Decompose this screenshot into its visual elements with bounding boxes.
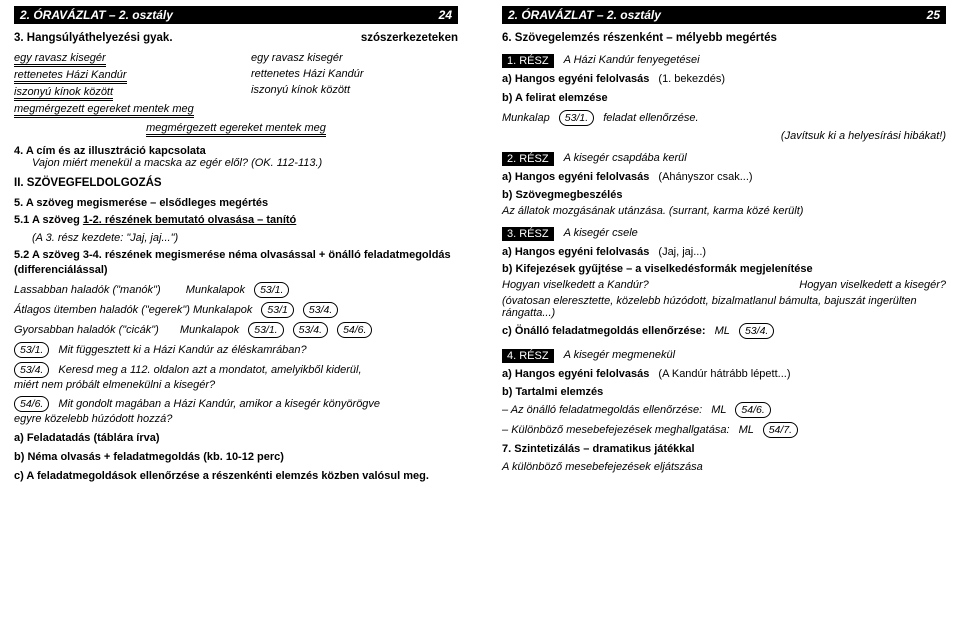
resz1-label: 1. RÉSZ bbox=[502, 54, 554, 68]
resz3-label: 3. RÉSZ bbox=[502, 227, 554, 241]
left-h1-row: 3. Hangsúlyáthelyezési gyak. szószerkeze… bbox=[14, 32, 458, 44]
col1-line1: egy ravasz kisegér bbox=[14, 52, 221, 67]
r3-b: b) Kifejezések gyűjtése – a viselkedésfo… bbox=[502, 263, 946, 275]
left-h1: 3. Hangsúlyáthelyezési gyak. bbox=[14, 32, 173, 44]
p7a: 7. Szintetizálás – dramatikus játékkal bbox=[502, 442, 946, 457]
resz4-title: A kisegér megmenekül bbox=[564, 349, 675, 361]
r1-munkalap2: (Javítsuk ki a helyesírási hibákat!) bbox=[502, 130, 946, 142]
p51: 5.1 A szöveg 1-2. részének bemutató olva… bbox=[14, 213, 458, 228]
meg5: 5. A szöveg megismerése – elsődleges meg… bbox=[14, 197, 458, 209]
right-header: 2. ÓRAVÁZLAT – 2. osztály 25 bbox=[502, 6, 946, 24]
cim-title: 4. A cím és az illusztráció kapcsolata bbox=[14, 145, 458, 157]
diff-row-2: Átlagos ütemben haladók ("egerek") Munka… bbox=[14, 302, 458, 318]
resz2: 2. RÉSZ A kisegér csapdába kerül bbox=[502, 152, 946, 166]
r1-b: b) A felirat elemzése bbox=[502, 91, 946, 106]
r4-b2: – Különböző mesebefejezések meghallgatás… bbox=[502, 422, 946, 438]
r3-qs: Hogyan viselkedett a Kandúr? Hogyan vise… bbox=[502, 279, 946, 291]
col2-line3: iszonyú kínok között bbox=[251, 84, 458, 98]
p52: 5.2 A szöveg 3-4. részének megismerése n… bbox=[14, 248, 458, 278]
r3-a: a) Hangos egyéni felolvasás (Jaj, jaj...… bbox=[502, 245, 946, 260]
p7b: A különböző mesebefejezések eljátszása bbox=[502, 461, 946, 473]
r2-b: b) Szövegmegbeszélés bbox=[502, 189, 946, 201]
col1-line2: rettenetes Házi Kandúr bbox=[14, 69, 221, 84]
r2-a: a) Hangos egyéni felolvasás (Ahányszor c… bbox=[502, 170, 946, 185]
right-header-title: 2. ÓRAVÁZLAT – 2. osztály bbox=[508, 8, 661, 22]
col2-last: megmérgezett egereket mentek meg bbox=[14, 122, 458, 137]
diff-row-1: Lassabban haladók ("manók") Munkalapok 5… bbox=[14, 282, 458, 298]
b-label: b) Néma olvasás + feladatmegoldás (kb. 1… bbox=[14, 450, 458, 465]
word-col-1: egy ravasz kisegér rettenetes Házi Kandú… bbox=[14, 50, 221, 120]
q1: 53/1. Mit függesztett ki a Házi Kandúr a… bbox=[14, 342, 458, 358]
resz1-title: A Házi Kandúr fenyegetései bbox=[564, 54, 946, 66]
szov-h: II. SZÖVEGFELDOLGOZÁS bbox=[14, 177, 458, 189]
r1-munkalap: Munkalap 53/1. feladat ellenőrzése. bbox=[502, 110, 946, 126]
resz2-title: A kisegér csapdába kerül bbox=[564, 152, 687, 164]
c-label: c) A feladatmegoldások ellenőrzése a rés… bbox=[14, 469, 458, 484]
left-h1-right: szószerkezeteken bbox=[361, 32, 458, 44]
resz4-label: 4. RÉSZ bbox=[502, 349, 554, 363]
diff-row-3: Gyorsabban haladók ("cicák") Munkalapok … bbox=[14, 322, 458, 338]
r3-c: c) Önálló feladatmegoldás ellenőrzése: M… bbox=[502, 323, 946, 339]
resz3: 3. RÉSZ A kisegér csele bbox=[502, 227, 946, 241]
resz2-label: 2. RÉSZ bbox=[502, 152, 554, 166]
cim-body: Vajon miért menekül a macska az egér elő… bbox=[32, 157, 458, 169]
r4-b: b) Tartalmi elemzés bbox=[502, 386, 946, 398]
word-col-2: egy ravasz kisegér rettenetes Házi Kandú… bbox=[251, 50, 458, 120]
q2: 53/4. Keresd meg a 112. oldalon azt a mo… bbox=[14, 362, 458, 393]
col1-line3: iszonyú kínok között bbox=[14, 86, 221, 101]
r3-body: (óvatosan eleresztette, közelebb húzódot… bbox=[502, 295, 946, 319]
left-page: 2. ÓRAVÁZLAT – 2. osztály 24 3. Hangsúly… bbox=[0, 0, 480, 625]
left-header-page: 24 bbox=[439, 8, 452, 22]
r2-b-body: Az állatok mozgásának utánzása. (surrant… bbox=[502, 205, 946, 217]
right-page: 2. ÓRAVÁZLAT – 2. osztály 25 6. Szövegel… bbox=[480, 0, 960, 625]
col2-line2: rettenetes Házi Kandúr bbox=[251, 68, 458, 82]
h6: 6. Szövegelemzés részenként – mélyebb me… bbox=[502, 32, 946, 44]
left-header-title: 2. ÓRAVÁZLAT – 2. osztály bbox=[20, 8, 173, 22]
p51c: (A 3. rész kezdete: "Jaj, jaj...") bbox=[32, 232, 458, 244]
left-header: 2. ÓRAVÁZLAT – 2. osztály 24 bbox=[14, 6, 458, 24]
a-label: a) Feladatadás (táblára írva) bbox=[14, 431, 458, 446]
word-columns: egy ravasz kisegér rettenetes Házi Kandú… bbox=[14, 50, 458, 120]
col2-line1: egy ravasz kisegér bbox=[251, 52, 458, 66]
col1-line4: megmérgezett egereket mentek meg bbox=[14, 103, 221, 118]
resz4: 4. RÉSZ A kisegér megmenekül bbox=[502, 349, 946, 363]
r1-a: a) Hangos egyéni felolvasás (1. bekezdés… bbox=[502, 72, 946, 87]
resz3-title: A kisegér csele bbox=[564, 227, 638, 239]
right-header-page: 25 bbox=[927, 8, 940, 22]
q3: 54/6. Mit gondolt magában a Házi Kandúr,… bbox=[14, 396, 458, 427]
r4-a: a) Hangos egyéni felolvasás (A Kandúr há… bbox=[502, 367, 946, 382]
r4-b1: – Az önálló feladatmegoldás ellenőrzése:… bbox=[502, 402, 946, 418]
resz1: 1. RÉSZ A Házi Kandúr fenyegetései bbox=[502, 54, 946, 68]
